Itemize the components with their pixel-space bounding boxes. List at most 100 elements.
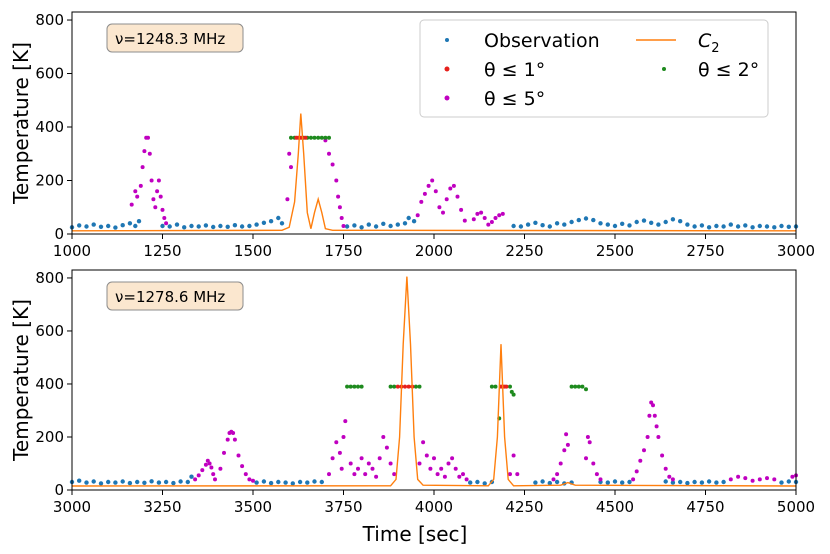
observation-point	[77, 478, 82, 483]
theta2-point	[388, 384, 393, 389]
observation-point	[706, 225, 712, 230]
theta5-point	[133, 189, 138, 194]
observation-point	[714, 223, 719, 229]
observation-point	[120, 479, 125, 484]
observation-point	[569, 219, 574, 225]
x-tick-label: 4500	[596, 498, 634, 516]
theta5-point	[211, 472, 216, 477]
theta5-point	[388, 461, 393, 466]
theta5-point	[459, 207, 464, 212]
observation-point	[254, 480, 259, 485]
theta5-point	[515, 472, 520, 477]
y-tick-label: 800	[35, 11, 64, 29]
observation-point	[598, 221, 603, 226]
y-tick-label: 200	[35, 172, 64, 190]
theta5-point	[392, 472, 397, 477]
legend-theta1-label: θ ≤ 1°	[484, 59, 545, 81]
observation-point	[518, 224, 524, 229]
observation-point	[113, 225, 118, 230]
theta5-point	[587, 440, 592, 445]
legend-theta5-marker	[444, 95, 450, 101]
observation-point	[149, 479, 154, 484]
theta2-point	[511, 392, 516, 397]
theta2-point	[356, 384, 360, 389]
theta5-point	[155, 189, 160, 194]
observation-point	[772, 225, 777, 230]
theta5-point	[415, 213, 420, 218]
observation-point	[136, 219, 142, 224]
theta5-point	[667, 474, 672, 479]
observation-point	[133, 223, 138, 229]
y-tick-label: 600	[35, 322, 64, 340]
observation-point	[247, 223, 252, 229]
observation-point	[185, 479, 190, 485]
observation-point	[714, 480, 719, 485]
observation-point	[721, 224, 726, 229]
observation-point	[692, 479, 697, 485]
theta5-point	[750, 478, 755, 483]
observation-point	[612, 223, 618, 229]
theta5-point	[634, 469, 639, 474]
theta2-point	[345, 384, 350, 389]
observation-point	[721, 479, 726, 485]
observation-point	[634, 219, 639, 225]
top-panel: 1000 1250 1500 1750 2000 2250 2500 2750 3000 0 200…	[9, 11, 815, 260]
frequency-annotation: ν=1278.6 MHz	[115, 288, 225, 306]
theta5-point	[377, 456, 382, 461]
observation-point	[196, 224, 201, 229]
theta5-point	[356, 466, 360, 471]
theta5-point	[562, 448, 567, 453]
observation-point	[605, 222, 610, 227]
observation-point	[113, 480, 118, 485]
theta5-point	[654, 424, 659, 429]
observation-point	[91, 479, 96, 484]
theta5-point	[511, 453, 516, 458]
observation-point	[381, 221, 386, 226]
theta5-point	[337, 450, 342, 455]
legend-observation-label: Observation	[484, 30, 600, 52]
observation-point	[786, 479, 791, 484]
observation-point	[779, 480, 784, 485]
theta5-point	[339, 216, 344, 220]
theta1-point	[395, 384, 400, 389]
theta2-point	[493, 384, 498, 389]
theta5-point	[327, 472, 331, 477]
theta5-point	[461, 472, 465, 477]
theta1-point	[303, 135, 308, 140]
theta5-point	[479, 210, 484, 215]
observation-point	[261, 220, 267, 225]
observation-point	[366, 222, 371, 227]
c2-line	[71, 113, 797, 232]
observation-point	[699, 223, 705, 228]
theta5-point	[287, 151, 292, 156]
theta2-point	[289, 135, 293, 140]
theta5-point	[551, 477, 556, 482]
observation-point	[106, 223, 111, 229]
theta5-point	[584, 456, 588, 461]
observation-point	[402, 221, 408, 226]
observation-point	[84, 224, 89, 229]
observation-point	[620, 221, 625, 226]
legend-theta2-marker	[662, 67, 666, 71]
theta5-point	[591, 461, 596, 466]
observation-point	[297, 479, 303, 485]
theta5-point	[341, 435, 346, 439]
observation-point	[305, 480, 310, 485]
x-tick-label: 4000	[415, 498, 453, 516]
theta5-point	[564, 432, 569, 437]
theta5-point	[736, 474, 741, 479]
theta2-point	[576, 384, 581, 389]
theta5-point	[419, 199, 424, 204]
observation-point	[268, 480, 274, 486]
theta5-point	[455, 194, 460, 199]
observation-point	[91, 222, 96, 227]
observation-point	[641, 218, 647, 223]
theta5-point	[446, 461, 451, 466]
observation-point	[468, 480, 473, 485]
theta2-point	[569, 384, 574, 389]
y-tick-label: 800	[35, 269, 64, 287]
observation-point	[283, 480, 288, 485]
theta2-point	[392, 384, 397, 389]
theta5-point	[135, 194, 140, 199]
observation-point	[98, 224, 104, 229]
